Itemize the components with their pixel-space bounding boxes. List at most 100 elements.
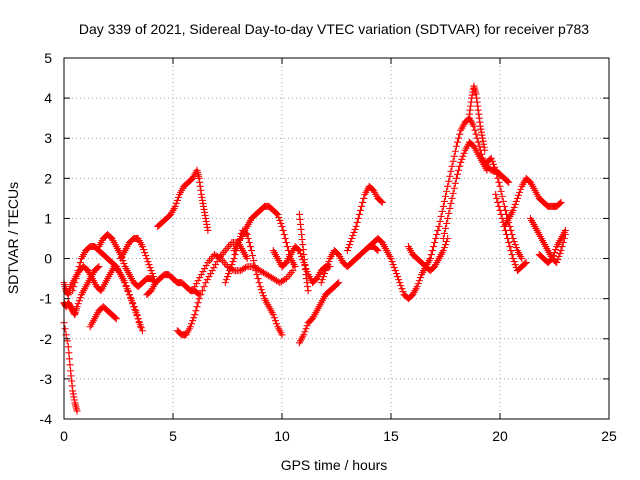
data-point	[446, 204, 454, 212]
data-point	[251, 262, 259, 270]
y-tick-label: 3	[44, 130, 52, 146]
data-point	[491, 163, 499, 171]
data-point	[433, 230, 441, 238]
series-t26	[500, 174, 565, 230]
data-point	[455, 166, 463, 174]
data-point	[551, 249, 558, 257]
y-tick-label: 0	[44, 251, 52, 267]
series-t11	[191, 251, 297, 291]
data-point	[291, 263, 299, 271]
data-point	[221, 279, 229, 287]
data-point	[414, 280, 422, 288]
data-point	[128, 297, 136, 305]
y-tick-label: -4	[40, 411, 53, 427]
data-point	[446, 172, 454, 180]
data-point	[225, 270, 233, 278]
data-point	[388, 258, 396, 266]
data-point	[134, 315, 142, 323]
data-point	[205, 273, 213, 281]
data-point	[138, 327, 146, 335]
data-point	[257, 286, 265, 294]
data-point	[202, 279, 210, 287]
data-point	[443, 219, 451, 227]
data-point	[146, 264, 154, 272]
x-tick-label: 25	[601, 428, 617, 444]
data-point	[203, 276, 211, 284]
data-point	[254, 275, 262, 283]
data-point	[509, 206, 517, 214]
data-point	[73, 407, 81, 415]
data-point	[245, 239, 253, 247]
data-point	[66, 361, 74, 369]
data-point	[302, 325, 310, 333]
data-point	[280, 230, 288, 238]
data-point	[516, 188, 524, 196]
data-point	[273, 320, 281, 328]
data-point	[231, 251, 239, 259]
data-point	[226, 267, 234, 275]
data-point	[440, 244, 448, 252]
data-point	[195, 295, 203, 303]
data-point	[458, 155, 466, 163]
data-point	[192, 307, 200, 315]
tick-labels-layer: 0 5 10 15 20 25 -4 -3 -2 -1 0 1 2 3 4 5	[40, 50, 617, 444]
data-point	[355, 210, 363, 218]
data-point	[349, 231, 357, 239]
data-point	[549, 252, 557, 260]
data-point	[448, 162, 456, 170]
data-point	[472, 130, 480, 138]
data-point	[277, 219, 285, 227]
data-point	[512, 197, 520, 205]
data-point	[359, 198, 367, 206]
series-t7	[117, 235, 160, 287]
data-point	[189, 317, 197, 325]
data-point	[224, 273, 231, 281]
data-point	[510, 238, 518, 246]
x-tick-label: 0	[60, 428, 68, 444]
data-point	[279, 226, 287, 234]
data-point	[397, 282, 405, 290]
data-point	[171, 202, 179, 210]
data-point	[208, 267, 216, 275]
data-point	[453, 170, 461, 178]
data-point	[511, 200, 519, 208]
data-point	[172, 199, 180, 207]
data-point	[501, 226, 509, 234]
data-point	[191, 283, 199, 291]
data-point	[74, 267, 82, 275]
data-point	[432, 235, 440, 242]
data-point	[510, 203, 518, 211]
data-point	[273, 209, 281, 217]
data-point	[510, 258, 518, 266]
data-point	[72, 275, 80, 283]
data-point	[133, 312, 141, 320]
data-point	[513, 194, 521, 202]
data-point	[278, 222, 286, 230]
data-point	[449, 189, 457, 197]
data-point	[70, 283, 78, 291]
data-point	[556, 199, 564, 207]
data-point	[229, 258, 237, 266]
data-point	[271, 317, 279, 325]
y-tick-label: 1	[44, 210, 52, 226]
data-point	[348, 235, 356, 242]
data-point	[440, 229, 448, 237]
data-point	[71, 279, 79, 287]
data-point	[449, 157, 457, 165]
series-t17	[317, 243, 382, 287]
data-point	[111, 314, 119, 322]
data-point	[246, 243, 254, 251]
data-point	[197, 291, 205, 299]
data-point	[396, 279, 404, 287]
data-point	[289, 267, 297, 275]
y-tick-label: -2	[40, 331, 53, 347]
data-point	[140, 246, 148, 254]
series-t16	[295, 210, 312, 295]
data-point	[250, 257, 258, 265]
data-point	[390, 264, 398, 272]
data-point	[249, 252, 257, 260]
y-tick-label: 4	[44, 90, 52, 106]
data-point	[324, 261, 332, 269]
series-t13	[230, 202, 299, 271]
data-point	[456, 130, 464, 138]
